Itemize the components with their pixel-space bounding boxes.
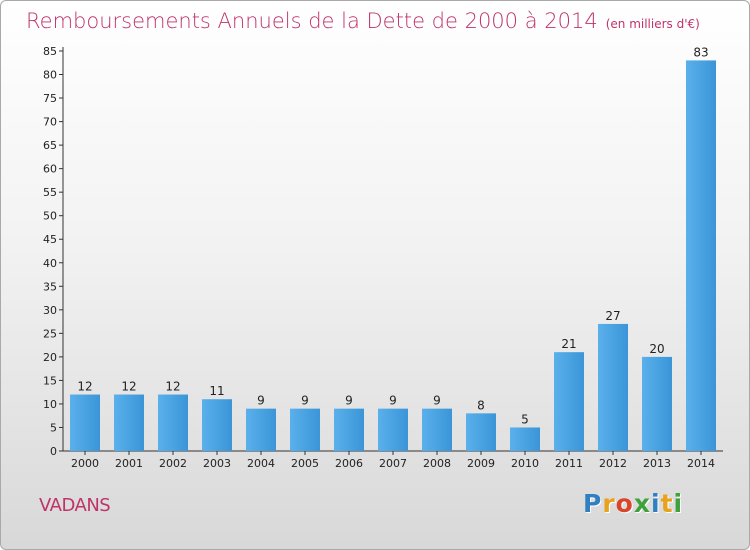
chart-title-main: Remboursements Annuels de la Dette de 20… <box>26 9 598 33</box>
chart-title: Remboursements Annuels de la Dette de 20… <box>26 9 700 33</box>
y-tick-label: 60 <box>43 163 57 176</box>
x-tick-label: 2002 <box>159 457 187 470</box>
y-tick-label: 30 <box>43 304 57 317</box>
bar <box>422 408 452 451</box>
y-tick-label: 20 <box>43 351 57 364</box>
bar-value-label: 9 <box>345 394 353 408</box>
bar-value-label: 20 <box>649 342 664 356</box>
logo-letter: r <box>602 489 616 518</box>
bar-value-label: 9 <box>433 394 441 408</box>
proxiti-logo: Proxiti <box>583 489 683 518</box>
x-tick-label: 2000 <box>71 457 99 470</box>
y-tick-label: 15 <box>43 374 57 387</box>
x-tick-label: 2013 <box>643 457 671 470</box>
x-tick-label: 2004 <box>247 457 275 470</box>
y-tick-label: 50 <box>43 210 57 223</box>
bar <box>290 408 320 451</box>
y-tick-label: 85 <box>43 45 57 58</box>
commune-name: VADANS <box>39 495 111 516</box>
bar-value-label: 9 <box>389 394 397 408</box>
bar-value-label: 21 <box>561 337 576 351</box>
bar-value-label: 9 <box>301 394 309 408</box>
y-tick-label: 5 <box>50 421 57 434</box>
x-tick-label: 2003 <box>203 457 231 470</box>
bar <box>642 356 672 451</box>
x-tick-label: 2007 <box>379 457 407 470</box>
bar-value-label: 83 <box>693 45 708 59</box>
y-tick-label: 75 <box>43 92 57 105</box>
bar <box>686 60 716 451</box>
y-tick-label: 0 <box>50 445 57 458</box>
x-tick-label: 2014 <box>687 457 715 470</box>
chart-subtitle: (en milliers d'€) <box>605 17 700 31</box>
y-tick-label: 55 <box>43 186 57 199</box>
x-tick-label: 2008 <box>423 457 451 470</box>
x-tick-label: 2009 <box>467 457 495 470</box>
logo-letter: o <box>615 489 634 518</box>
bar-value-label: 12 <box>77 380 92 394</box>
y-tick-label: 10 <box>43 398 57 411</box>
bar <box>202 399 232 451</box>
x-tick-label: 2005 <box>291 457 319 470</box>
y-tick-label: 25 <box>43 327 57 340</box>
bar <box>598 323 628 451</box>
logo-letter: i <box>673 489 684 518</box>
logo-letter: P <box>583 489 603 518</box>
bar-value-label: 11 <box>209 384 224 398</box>
y-tick-label: 40 <box>43 257 57 270</box>
bar <box>554 352 584 451</box>
bar <box>246 408 276 451</box>
bar-value-label: 12 <box>121 380 136 394</box>
logo-letter: t <box>660 489 674 518</box>
y-tick-label: 65 <box>43 139 57 152</box>
y-tick-label: 70 <box>43 116 57 129</box>
bar <box>510 427 540 451</box>
bar-value-label: 5 <box>521 412 529 426</box>
y-tick-label: 80 <box>43 69 57 82</box>
bar-value-label: 27 <box>605 309 620 323</box>
y-tick-label: 35 <box>43 280 57 293</box>
bar <box>70 394 100 451</box>
x-tick-label: 2010 <box>511 457 539 470</box>
logo-letter: i <box>651 489 661 518</box>
bar <box>158 394 188 451</box>
x-tick-label: 2011 <box>555 457 583 470</box>
bar-value-label: 12 <box>165 380 180 394</box>
x-tick-label: 2006 <box>335 457 363 470</box>
logo-letter: x <box>633 489 651 518</box>
bar <box>114 394 144 451</box>
x-tick-label: 2012 <box>599 457 627 470</box>
bar <box>334 408 364 451</box>
bar-value-label: 9 <box>257 394 265 408</box>
x-tick-label: 2001 <box>115 457 143 470</box>
bar <box>466 413 496 451</box>
bar-value-label: 8 <box>477 398 485 412</box>
y-tick-label: 45 <box>43 233 57 246</box>
bar <box>378 408 408 451</box>
